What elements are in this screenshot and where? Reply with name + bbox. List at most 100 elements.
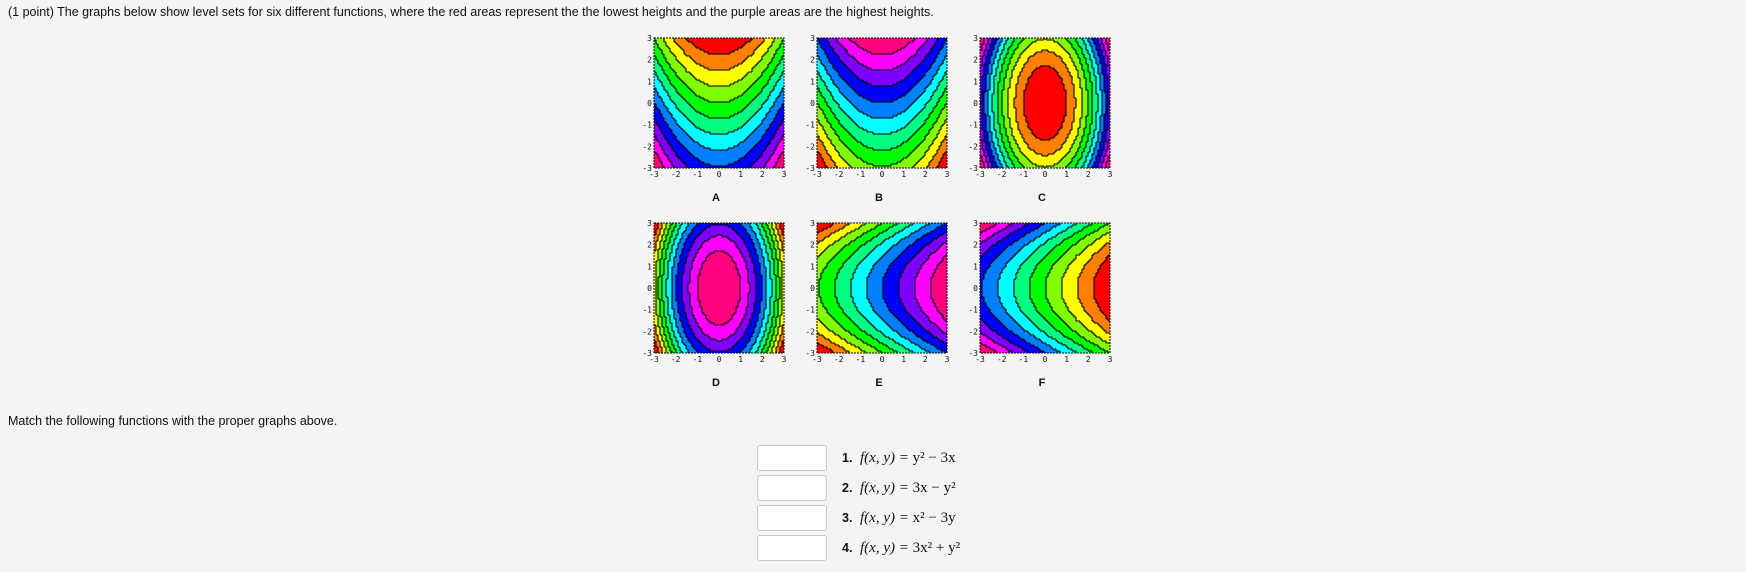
graph-d-plot: -3-3 -2 -2 -1 -1 0 0 1 1 2 2 3 3 [642, 219, 787, 364]
graph-f-plot: -3-3 -2 -2 -1 -1 0 0 1 1 2 2 3 3 [968, 219, 1113, 364]
answer-input-2[interactable] [757, 475, 827, 501]
function-number-4: 4. [842, 541, 860, 555]
function-1: f(x, y) = y² − 3x [860, 450, 956, 467]
x-tick-label: -1 [856, 170, 866, 179]
y-tick-label: -1 [968, 306, 978, 315]
x-tick-label: 2 [923, 355, 928, 364]
function-4: f(x, y) = 3x² + y² [860, 540, 960, 557]
graph-f: -3 -3 -2 -2 -1 -1 0 0 1 1 2 2 3 3 F [966, 219, 1118, 395]
graph-b-plot: -3-3 -2 -2 -1 -1 0 0 1 1 2 2 3 3 [805, 34, 950, 179]
x-tick-label: 0 [1043, 170, 1048, 179]
graph-e-plot: -3-3 -2 -2 -1 -1 0 0 1 1 2 2 3 3 [805, 219, 950, 364]
y-tick-label: 2 [647, 56, 652, 65]
y-tick-label: -1 [642, 121, 652, 130]
y-tick-label: 1 [647, 262, 652, 271]
graph-c-frame [979, 37, 1111, 169]
x-tick-label: -2 [997, 355, 1007, 364]
x-tick-label: 3 [782, 355, 787, 364]
y-tick-label: 0 [973, 284, 978, 293]
graph-d-frame [653, 222, 785, 354]
answer-input-3[interactable] [757, 505, 827, 531]
function-number-3: 3. [842, 511, 860, 525]
y-tick-label: 3 [810, 34, 815, 43]
y-tick-label: 0 [647, 284, 652, 293]
graph-c-label: C [966, 192, 1118, 204]
graph-d-label: D [640, 377, 792, 389]
x-tick-label: -3 [649, 355, 659, 364]
y-tick-label: -3 [642, 164, 652, 173]
x-tick-label: 0 [717, 355, 722, 364]
x-tick-label: 2 [1086, 170, 1091, 179]
x-tick-label: -2 [671, 170, 681, 179]
graph-f-level-sets [980, 223, 1110, 353]
graph-c: -3 -3 -2 -2 -1 -1 0 0 1 1 2 2 3 3 C [966, 34, 1118, 210]
function-3-lhs: f(x, y) = [860, 510, 913, 526]
x-tick-label: -1 [1019, 355, 1029, 364]
graph-e: -3 -3 -2 -2 -1 -1 0 0 1 1 2 2 3 3 E [803, 219, 955, 395]
x-tick-label: 1 [1064, 355, 1069, 364]
y-tick-label: 2 [810, 241, 815, 250]
graph-b-label: B [803, 192, 955, 204]
graph-c-plot: -3-3 -2 -2 -1 -1 0 0 1 1 2 2 3 3 [968, 34, 1113, 179]
x-tick-label: -3 [812, 355, 822, 364]
y-tick-label: -2 [642, 327, 652, 336]
function-number-1: 1. [842, 451, 860, 465]
y-tick-label: 1 [647, 77, 652, 86]
x-tick-label: -3 [975, 170, 985, 179]
function-2-lhs: f(x, y) = [860, 480, 913, 496]
graph-f-frame [979, 222, 1111, 354]
y-tick-label: 0 [647, 99, 652, 108]
x-tick-label: -2 [834, 170, 844, 179]
graph-b-level-sets [817, 38, 947, 168]
y-tick-label: 3 [973, 219, 978, 228]
y-tick-label: 2 [810, 56, 815, 65]
x-tick-label: 3 [945, 170, 950, 179]
x-tick-label: 3 [945, 355, 950, 364]
answer-row-1: 1. f(x, y) = y² − 3x [757, 444, 956, 472]
y-tick-label: 3 [810, 219, 815, 228]
x-tick-label: 1 [901, 355, 906, 364]
graph-d-level-sets [654, 223, 784, 353]
function-number-2: 2. [842, 481, 860, 495]
function-1-expr: y² − 3x [913, 450, 956, 466]
x-tick-label: -1 [693, 170, 703, 179]
graph-a-frame [653, 37, 785, 169]
y-tick-label: 0 [973, 99, 978, 108]
y-tick-label: -2 [805, 327, 815, 336]
y-tick-label: -3 [642, 349, 652, 358]
graph-e-label: E [803, 377, 955, 389]
graph-e-level-sets [817, 223, 947, 353]
answer-input-4[interactable] [757, 535, 827, 561]
x-tick-label: 3 [1108, 355, 1113, 364]
y-tick-label: -3 [968, 164, 978, 173]
x-tick-label: 1 [738, 355, 743, 364]
question-prompt: (1 point) The graphs below show level se… [8, 5, 934, 19]
y-tick-label: -2 [968, 327, 978, 336]
function-1-lhs: f(x, y) = [860, 450, 913, 466]
y-tick-label: -1 [642, 306, 652, 315]
y-tick-label: -1 [968, 121, 978, 130]
x-tick-label: 1 [1064, 170, 1069, 179]
y-tick-label: -1 [805, 306, 815, 315]
y-tick-label: 1 [810, 262, 815, 271]
y-tick-label: 3 [647, 34, 652, 43]
y-tick-label: -1 [805, 121, 815, 130]
x-tick-label: 3 [1108, 170, 1113, 179]
function-3-expr: x² − 3y [913, 510, 956, 526]
y-tick-label: 1 [973, 77, 978, 86]
function-2-expr: 3x − y² [913, 480, 956, 496]
y-tick-label: -2 [642, 142, 652, 151]
graph-d: -3 -3 -2 -2 -1 -1 0 0 1 1 2 2 3 3 D [640, 219, 792, 395]
graph-b-frame [816, 37, 948, 169]
x-tick-label: 0 [1043, 355, 1048, 364]
function-2: f(x, y) = 3x − y² [860, 480, 956, 497]
x-tick-label: -3 [975, 355, 985, 364]
y-tick-label: 0 [810, 99, 815, 108]
answer-row-3: 3. f(x, y) = x² − 3y [757, 504, 956, 532]
answer-input-1[interactable] [757, 445, 827, 471]
x-tick-label: 0 [717, 170, 722, 179]
graph-f-label: F [966, 377, 1118, 389]
x-tick-label: 2 [760, 170, 765, 179]
x-tick-label: 2 [923, 170, 928, 179]
graph-a: -3 -3 -2 -2 -1 -1 0 0 1 1 2 2 3 3 A [640, 34, 792, 210]
